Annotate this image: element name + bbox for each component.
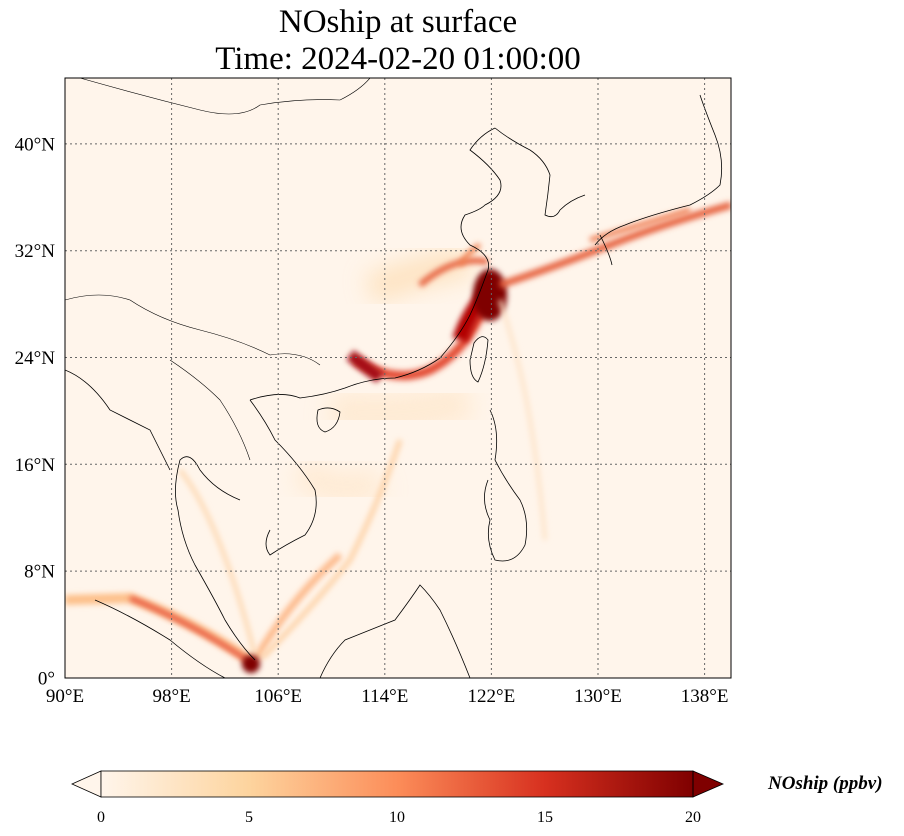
colorbar-frame [100,770,694,798]
coastline-japan [594,94,723,246]
x-tick-label: 98°E [152,686,190,707]
colorbar-extend-max [692,770,725,798]
colorbar-gradient [101,771,693,797]
colorbar-tick-label: 10 [389,809,405,826]
coastline-sumatra [94,599,226,678]
lane-singapore-north [251,552,343,662]
coastline-philippines [484,409,528,562]
y-axis-ticks: 0° 8°N 16°N 24°N 32°N 40°N [15,134,56,689]
colorbar-tick-label: 20 [685,809,701,826]
hotspot-singapore [242,655,260,673]
coastline-myanmar [65,369,171,471]
concentration-field [65,201,731,673]
coastline-korea [494,127,586,218]
coastline-thailand-malaysia [175,456,256,661]
map-frame [64,77,732,679]
y-tick-label: 32°N [15,241,56,262]
lane-japan [498,201,731,289]
border-mongolia [79,78,371,115]
lane-yellow-sea [418,257,489,288]
colorbar-extend-min [71,770,102,798]
coastline-china [249,127,502,401]
lane-gulf-thailand [178,468,257,656]
plume-south-china-sea [327,380,476,434]
hotspot-yangtze-delta [473,269,507,321]
border-southwest-china [65,294,321,366]
colorbar: 0 5 10 15 20 NOship (ppbv) [71,770,883,826]
x-tick-label: 106°E [254,686,302,707]
coastline-vietnam [249,399,317,556]
x-tick-label: 138°E [681,686,729,707]
lane-singapore-china [260,439,403,660]
x-tick-label: 114°E [361,686,408,707]
y-tick-label: 40°N [15,134,56,155]
x-tick-label: 122°E [468,686,516,707]
plume-gulf-tonkin [291,457,387,503]
coastline-borneo [319,584,471,678]
map-subtitle-time: Time: 2024-02-20 01:00:00 [215,41,581,77]
map-title: NOship at surface [278,4,518,40]
x-axis-ticks: 90°E 98°E 106°E 114°E 122°E 130°E 138°E [46,686,729,707]
gridlines [65,78,731,678]
colorbar-tick-label: 15 [537,809,553,826]
lane-qingdao [457,242,482,267]
coastline-taiwan [469,336,489,383]
coastlines [65,78,723,678]
coastline-kyushu [599,234,613,266]
y-tick-label: 24°N [15,348,56,369]
x-tick-label: 130°E [574,686,622,707]
colorbar-title: NOship (ppbv) [767,773,883,794]
map-panel [65,78,731,678]
lane-malacca-core [129,595,252,665]
hotspot-pearl-river [346,350,384,383]
y-tick-label: 16°N [15,455,56,476]
coastline-hainan [316,407,341,433]
x-tick-label: 90°E [46,686,84,707]
y-tick-label: 0° [38,669,55,690]
y-tick-label: 8°N [24,562,55,583]
lane-philippine-sea [498,299,547,541]
colorbar-tick-label: 5 [245,809,253,826]
border-laos [169,359,251,461]
colorbar-tick-label: 0 [97,809,105,826]
